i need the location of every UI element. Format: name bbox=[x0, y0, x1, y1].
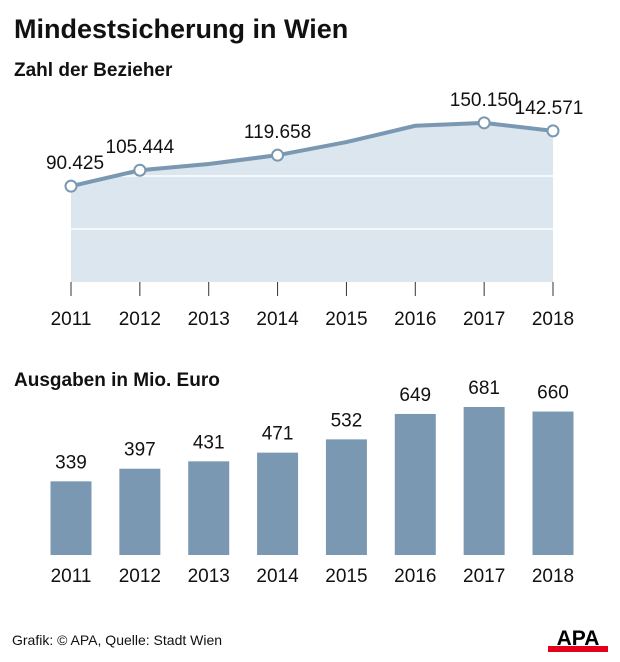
bar bbox=[50, 481, 92, 555]
x-tick-label: 2018 bbox=[532, 566, 574, 587]
x-tick-label: 2016 bbox=[394, 309, 436, 330]
x-tick-label: 2017 bbox=[463, 566, 505, 587]
bar bbox=[325, 439, 367, 555]
x-tick-label: 2014 bbox=[256, 566, 299, 587]
bar-data-label: 532 bbox=[331, 410, 363, 431]
data-point bbox=[64, 179, 78, 193]
bar bbox=[532, 411, 574, 555]
bar-chart-title: Ausgaben in Mio. Euro bbox=[14, 370, 220, 391]
line-chart-title: Zahl der Bezieher bbox=[14, 60, 173, 81]
series-line bbox=[70, 120, 554, 189]
x-tick-label: 2011 bbox=[51, 566, 92, 587]
bar-data-label: 397 bbox=[124, 440, 156, 461]
x-tick-label: 2012 bbox=[119, 566, 161, 587]
x-tick-label: 2015 bbox=[325, 309, 367, 330]
page-title: Mindestsicherung in Wien bbox=[14, 14, 349, 44]
data-label: 105.444 bbox=[106, 137, 175, 158]
bar bbox=[257, 452, 299, 555]
bar bbox=[394, 413, 436, 555]
x-tick-label: 2018 bbox=[532, 309, 574, 330]
x-tick-label: 2014 bbox=[256, 309, 299, 330]
bar-data-label: 339 bbox=[55, 452, 87, 473]
bar-data-label: 431 bbox=[193, 432, 225, 453]
bar-data-label: 649 bbox=[399, 385, 431, 406]
bar bbox=[119, 468, 161, 555]
bar-data-label: 471 bbox=[262, 424, 294, 445]
bar-data-label: 681 bbox=[468, 378, 500, 399]
bar bbox=[463, 407, 505, 555]
x-tick-label: 2011 bbox=[51, 309, 92, 330]
apa-logo: APA bbox=[548, 627, 608, 652]
data-label: 150.150 bbox=[450, 90, 519, 111]
x-tick-label: 2013 bbox=[188, 566, 230, 587]
x-tick-label: 2017 bbox=[463, 309, 505, 330]
x-tick-label: 2013 bbox=[188, 309, 230, 330]
data-point bbox=[271, 148, 285, 162]
bar-data-label: 660 bbox=[537, 383, 569, 404]
data-point bbox=[477, 116, 491, 130]
data-label: 90.425 bbox=[46, 153, 104, 174]
x-tick-label: 2012 bbox=[119, 309, 161, 330]
footer-credit: Grafik: © APA, Quelle: Stadt Wien bbox=[12, 632, 223, 648]
data-point bbox=[546, 124, 560, 138]
svg-text:APA: APA bbox=[557, 627, 600, 650]
x-tick-label: 2016 bbox=[394, 566, 436, 587]
data-point bbox=[133, 163, 147, 177]
data-label: 119.658 bbox=[244, 122, 311, 143]
bar bbox=[188, 461, 230, 555]
data-label: 142.571 bbox=[515, 98, 584, 119]
x-tick-label: 2015 bbox=[325, 566, 367, 587]
area-fill bbox=[71, 122, 553, 282]
